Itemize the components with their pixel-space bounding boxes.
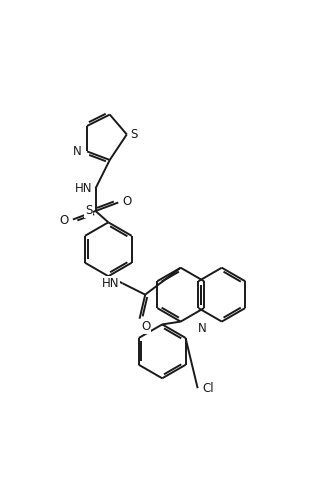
Text: N: N (197, 322, 206, 335)
Text: O: O (59, 214, 69, 227)
Text: N: N (73, 145, 82, 158)
Text: HN: HN (102, 277, 120, 290)
Text: Cl: Cl (202, 382, 214, 395)
Text: S: S (130, 128, 137, 141)
Text: O: O (123, 195, 132, 207)
Text: HN: HN (75, 182, 92, 195)
Text: O: O (141, 320, 150, 333)
Text: S: S (85, 204, 92, 218)
